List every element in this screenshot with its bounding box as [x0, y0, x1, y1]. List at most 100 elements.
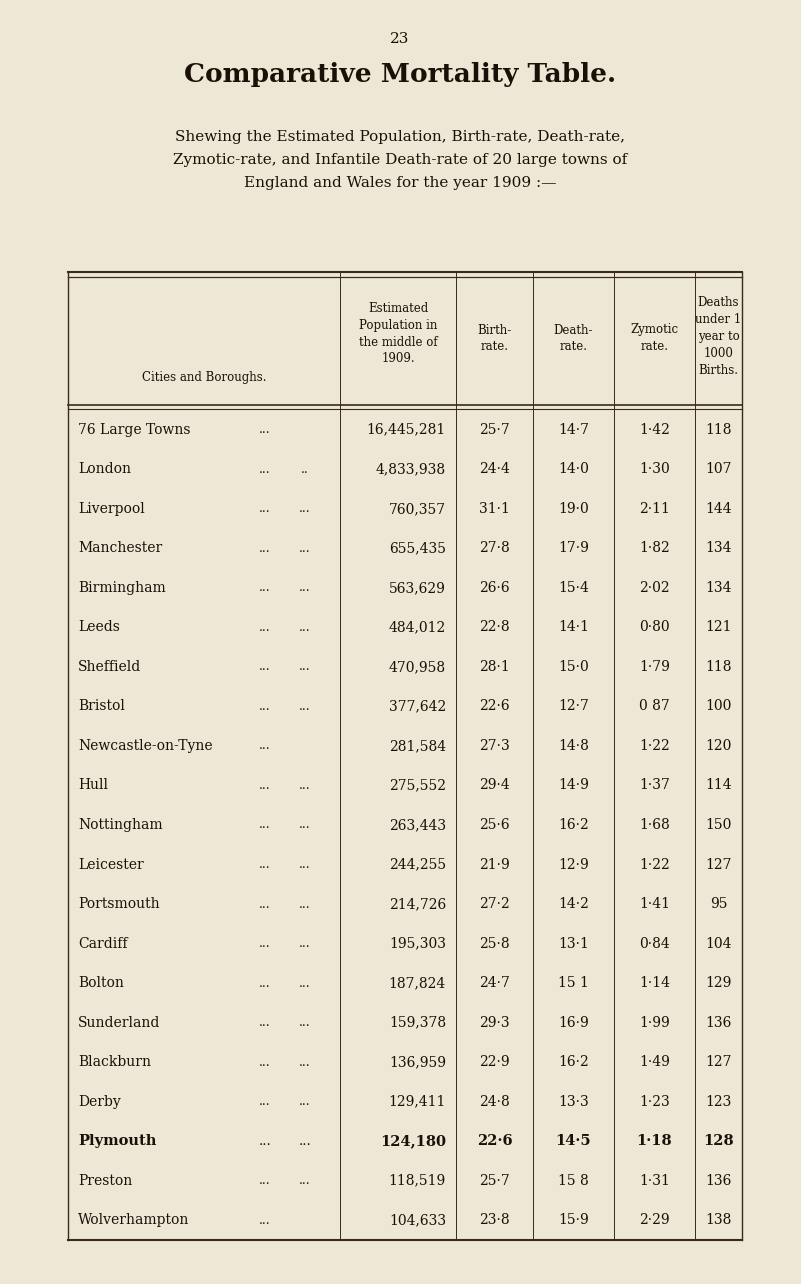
Text: Cities and Boroughs.: Cities and Boroughs.: [142, 371, 266, 384]
Text: Hull: Hull: [78, 778, 108, 792]
Text: ...: ...: [300, 898, 311, 910]
Text: 14·5: 14·5: [556, 1134, 591, 1148]
Text: 377,642: 377,642: [388, 700, 446, 714]
Text: ...: ...: [300, 858, 311, 871]
Text: 15 1: 15 1: [558, 976, 589, 990]
Text: 15 8: 15 8: [558, 1174, 589, 1188]
Text: Sunderland: Sunderland: [78, 1016, 160, 1030]
Text: 136,959: 136,959: [389, 1055, 446, 1070]
Text: 1·99: 1·99: [639, 1016, 670, 1030]
Text: ...: ...: [260, 1174, 271, 1188]
Text: 23·8: 23·8: [479, 1213, 509, 1228]
Text: 29·3: 29·3: [479, 1016, 509, 1030]
Text: ...: ...: [300, 1095, 311, 1108]
Text: ...: ...: [260, 898, 271, 910]
Text: 150: 150: [706, 818, 731, 832]
Text: ...: ...: [260, 462, 271, 476]
Text: 2·11: 2·11: [639, 502, 670, 516]
Text: 1·30: 1·30: [639, 462, 670, 476]
Text: 2·29: 2·29: [639, 1213, 670, 1228]
Text: Nottingham: Nottingham: [78, 818, 163, 832]
Text: 484,012: 484,012: [388, 620, 446, 634]
Text: 136: 136: [706, 1174, 731, 1188]
Text: 104,633: 104,633: [388, 1213, 446, 1228]
Text: 214,726: 214,726: [388, 898, 446, 912]
Text: Leicester: Leicester: [78, 858, 143, 872]
Text: 1·79: 1·79: [639, 660, 670, 674]
Text: 195,303: 195,303: [389, 936, 446, 950]
Text: Manchester: Manchester: [78, 542, 163, 556]
Text: 244,255: 244,255: [388, 858, 446, 872]
Text: 107: 107: [705, 462, 732, 476]
Text: 25·7: 25·7: [479, 422, 510, 437]
Text: ...: ...: [260, 1055, 271, 1068]
Text: ...: ...: [260, 1213, 271, 1226]
Text: 25·8: 25·8: [479, 936, 509, 950]
Text: 2·02: 2·02: [639, 580, 670, 594]
Text: Comparative Mortality Table.: Comparative Mortality Table.: [184, 62, 616, 87]
Text: 14·7: 14·7: [558, 422, 589, 437]
Text: 275,552: 275,552: [389, 778, 446, 792]
Text: Birth-
rate.: Birth- rate.: [477, 324, 512, 353]
Text: 27·2: 27·2: [479, 898, 510, 912]
Text: 104: 104: [705, 936, 732, 950]
Text: 760,357: 760,357: [388, 502, 446, 516]
Text: 136: 136: [706, 1016, 731, 1030]
Text: 1·41: 1·41: [639, 898, 670, 912]
Text: ...: ...: [260, 858, 271, 871]
Text: 12·7: 12·7: [558, 700, 589, 714]
Text: ...: ...: [300, 779, 311, 792]
Text: 95: 95: [710, 898, 727, 912]
Text: 15·9: 15·9: [558, 1213, 589, 1228]
Text: 27·3: 27·3: [479, 740, 510, 752]
Text: 26·6: 26·6: [479, 580, 509, 594]
Text: ...: ...: [260, 582, 271, 594]
Text: ...: ...: [300, 542, 311, 555]
Text: 15·4: 15·4: [558, 580, 589, 594]
Text: 21·9: 21·9: [479, 858, 510, 872]
Text: Cardiff: Cardiff: [78, 936, 127, 950]
Text: ...: ...: [300, 1055, 311, 1068]
Text: 13·3: 13·3: [558, 1095, 589, 1108]
Text: 14·0: 14·0: [558, 462, 589, 476]
Text: 0 87: 0 87: [639, 700, 670, 714]
Text: ...: ...: [260, 779, 271, 792]
Text: Sheffield: Sheffield: [78, 660, 141, 674]
Text: 31·1: 31·1: [479, 502, 510, 516]
Text: 15·0: 15·0: [558, 660, 589, 674]
Text: ...: ...: [260, 937, 271, 950]
Text: ...: ...: [260, 1095, 271, 1108]
Text: ...: ...: [260, 660, 271, 673]
Text: 27·8: 27·8: [479, 542, 510, 556]
Text: 16·9: 16·9: [558, 1016, 589, 1030]
Text: 16,445,281: 16,445,281: [367, 422, 446, 437]
Text: 144: 144: [705, 502, 732, 516]
Text: 470,958: 470,958: [388, 660, 446, 674]
Text: ...: ...: [300, 621, 311, 634]
Text: 1·68: 1·68: [639, 818, 670, 832]
Text: 138: 138: [706, 1213, 731, 1228]
Text: 14·9: 14·9: [558, 778, 589, 792]
Text: 159,378: 159,378: [388, 1016, 446, 1030]
Text: 29·4: 29·4: [479, 778, 510, 792]
Text: 0·84: 0·84: [639, 936, 670, 950]
Text: 123: 123: [706, 1095, 731, 1108]
Text: ...: ...: [300, 977, 311, 990]
Text: Wolverhampton: Wolverhampton: [78, 1213, 189, 1228]
Text: 22·9: 22·9: [479, 1055, 509, 1070]
Text: 127: 127: [705, 1055, 732, 1070]
Text: Deaths
under 1
year to
1000
Births.: Deaths under 1 year to 1000 Births.: [695, 297, 742, 377]
Text: 1·49: 1·49: [639, 1055, 670, 1070]
Text: 100: 100: [706, 700, 731, 714]
Text: 281,584: 281,584: [388, 740, 446, 752]
Text: Bristol: Bristol: [78, 700, 125, 714]
Text: 14·1: 14·1: [558, 620, 589, 634]
Text: ...: ...: [300, 660, 311, 673]
Text: 12·9: 12·9: [558, 858, 589, 872]
Text: London: London: [78, 462, 131, 476]
Text: ...: ...: [300, 582, 311, 594]
Text: ...: ...: [260, 818, 271, 832]
Text: 23: 23: [390, 32, 409, 46]
Text: 14·8: 14·8: [558, 740, 589, 752]
Text: 76 Large Towns: 76 Large Towns: [78, 422, 191, 437]
